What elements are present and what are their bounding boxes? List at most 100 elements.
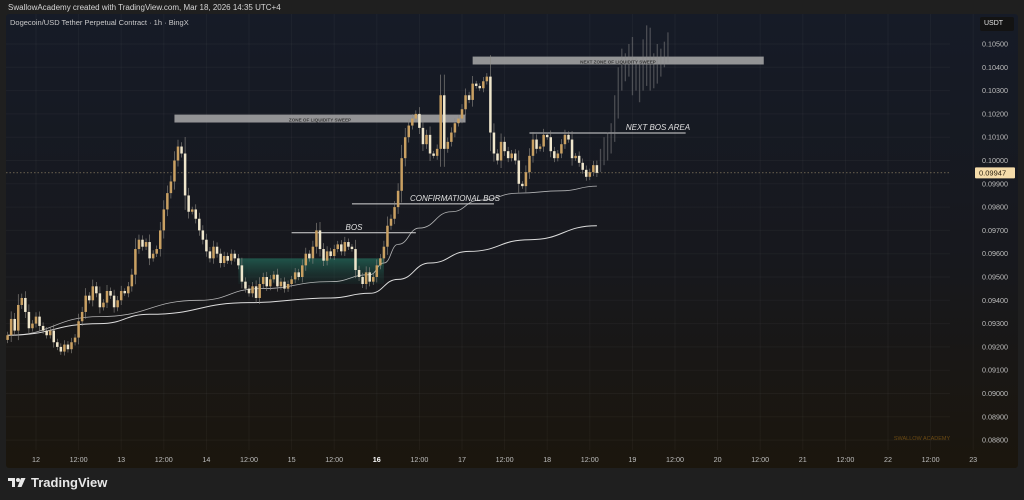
candle[interactable] [521,181,524,189]
candle[interactable] [180,142,183,158]
candle[interactable] [159,222,162,257]
candle[interactable] [95,282,98,298]
candle[interactable] [379,254,382,270]
candle[interactable] [517,150,521,193]
candle[interactable] [361,272,364,288]
candle[interactable] [549,130,553,158]
candle[interactable] [350,244,354,252]
candle[interactable] [9,311,13,343]
candle[interactable] [119,285,123,305]
candle[interactable] [240,257,244,289]
candle[interactable] [386,216,389,255]
candle[interactable] [276,268,279,292]
candle[interactable] [396,183,400,214]
candle[interactable] [73,334,77,346]
candle[interactable] [443,74,446,167]
candle[interactable] [460,104,464,124]
candle[interactable] [528,148,531,179]
candle[interactable] [251,282,254,298]
candle[interactable] [592,160,595,177]
candle[interactable] [499,133,503,168]
candle[interactable] [127,282,130,298]
candle[interactable] [514,149,517,165]
candle[interactable] [105,285,109,308]
candle[interactable] [322,243,325,267]
candle[interactable] [389,214,393,230]
candle[interactable] [187,187,190,219]
next-zone-sweep-box[interactable] [472,56,764,65]
candle[interactable] [279,278,283,290]
candle[interactable] [364,266,368,290]
candle[interactable] [201,225,205,245]
candle[interactable] [574,153,577,161]
candle[interactable] [176,139,180,167]
candle[interactable] [457,115,460,127]
candle[interactable] [116,295,119,312]
candle[interactable] [88,292,91,304]
candle[interactable] [247,285,251,297]
candle[interactable] [308,250,311,262]
candle[interactable] [91,279,95,307]
candle[interactable] [173,151,176,190]
candle[interactable] [403,127,407,167]
candle[interactable] [354,239,357,279]
candle[interactable] [102,299,105,311]
candle[interactable] [261,272,265,288]
candle[interactable] [48,327,52,339]
candle[interactable] [577,151,581,167]
candle[interactable] [98,286,102,314]
candle[interactable] [581,158,584,174]
candle[interactable] [485,73,489,85]
candle[interactable] [17,294,20,341]
candle[interactable] [190,206,194,215]
candle[interactable] [492,123,496,162]
candle[interactable] [6,331,9,344]
candle[interactable] [123,288,127,296]
candle[interactable] [52,324,56,348]
candle[interactable] [208,247,212,263]
candle[interactable] [542,128,545,152]
candle[interactable] [63,340,66,356]
candle[interactable] [425,129,428,149]
candle[interactable] [563,129,567,149]
candle[interactable] [59,343,63,355]
candle[interactable] [464,88,467,116]
candle[interactable] [293,268,297,284]
candle[interactable] [265,271,269,291]
candle[interactable] [215,242,219,258]
candle[interactable] [169,175,173,199]
candle[interactable] [237,254,240,270]
candle[interactable] [357,265,361,281]
candle[interactable] [467,91,471,104]
candle[interactable] [56,338,59,351]
candle[interactable] [38,311,41,331]
candle[interactable] [155,245,158,257]
candle[interactable] [588,168,592,181]
candle[interactable] [166,185,169,217]
candle[interactable] [315,222,318,254]
candle[interactable] [329,247,332,260]
candle[interactable] [198,212,201,236]
candle[interactable] [283,277,286,293]
candle[interactable] [151,250,155,262]
candle[interactable] [372,273,375,285]
candle[interactable] [446,137,450,153]
candle[interactable] [439,74,442,167]
candle[interactable] [450,127,453,147]
candle[interactable] [347,238,350,250]
candle[interactable] [311,240,315,264]
candle[interactable] [130,268,134,292]
candle[interactable] [24,291,27,319]
candle[interactable] [109,287,112,299]
candle[interactable] [407,119,411,143]
candle[interactable] [340,240,343,256]
candle[interactable] [13,312,16,336]
candle[interactable] [545,132,549,140]
candle[interactable] [531,131,535,163]
candle[interactable] [77,313,80,345]
candle[interactable] [297,268,300,281]
candle[interactable] [524,165,528,193]
candle[interactable] [482,76,485,93]
currency-button[interactable]: USDT [980,17,1014,31]
